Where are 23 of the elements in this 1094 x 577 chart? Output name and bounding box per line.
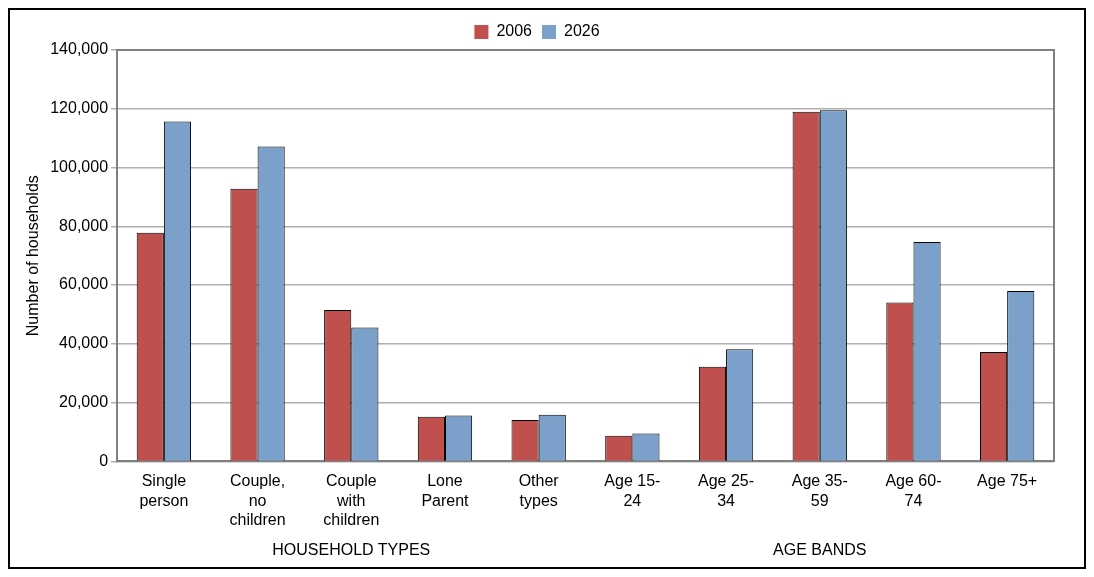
x-tick-label: Single person — [139, 472, 189, 509]
text: HOUSEHOLD TYPES — [272, 541, 431, 559]
legend-label: 2006 — [496, 22, 533, 40]
y-axis-title: Number of households — [24, 175, 42, 337]
y-tick-label: 80,000 — [59, 216, 109, 234]
text: AGE BANDS — [773, 541, 867, 559]
y-tick-label: 0 — [99, 451, 109, 469]
x-tick-label: Lone Parent — [421, 472, 470, 509]
y-tick-label: 40,000 — [59, 334, 109, 352]
x-tick-label: Couple with children — [323, 472, 380, 528]
y-tick-label: 140,000 — [50, 40, 109, 58]
x-tick-label: Age 25-34 — [698, 472, 755, 509]
x-tick-label: Age 60-74 — [885, 472, 942, 509]
x-tick-label: Couple, no children — [229, 472, 286, 528]
x-tick-label: Age 15-24 — [604, 472, 661, 509]
x-tick-label: Age 35-59 — [791, 472, 848, 509]
y-tick-label: 60,000 — [59, 275, 109, 293]
y-tick-label: 20,000 — [59, 393, 109, 411]
y-tick-label: 100,000 — [50, 157, 109, 175]
legend-label: 2026 — [564, 22, 600, 40]
x-tick-label: Age 75+ — [977, 472, 1038, 490]
x-tick-label: Other types — [518, 472, 560, 509]
y-tick-label: 120,000 — [50, 99, 109, 117]
